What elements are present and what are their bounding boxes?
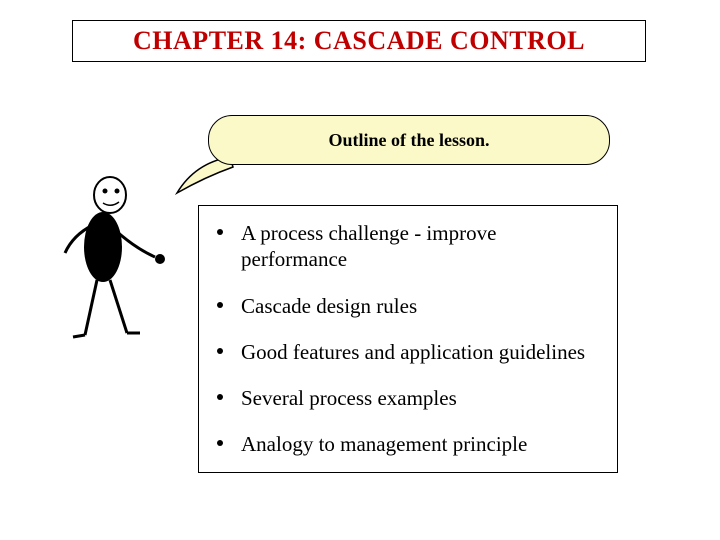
bullets-box: A process challenge - improve performanc… [198,205,618,473]
bullet-text: Several process examples [241,385,457,411]
bullet-item: Good features and application guidelines [211,339,605,365]
title-text: CHAPTER 14: CASCADE CONTROL [133,26,585,56]
title-box: CHAPTER 14: CASCADE CONTROL [72,20,646,62]
bullet-text: A process challenge - improve performanc… [241,220,605,273]
bullet-text: Cascade design rules [241,293,417,319]
bullet-item: A process challenge - improve performanc… [211,220,605,273]
bullet-dot-icon [217,348,223,354]
bullet-dot-icon [217,229,223,235]
bullet-item: Cascade design rules [211,293,605,319]
bullet-text: Good features and application guidelines [241,339,585,365]
outline-callout: Outline of the lesson. [208,115,610,165]
bullet-dot-icon [217,440,223,446]
outline-callout-text: Outline of the lesson. [328,130,489,151]
bullet-dot-icon [217,302,223,308]
stick-figure-icon [55,175,175,345]
bullet-dot-icon [217,394,223,400]
bullet-item: Several process examples [211,385,605,411]
bullet-text: Analogy to management principle [241,431,527,457]
bullet-item: Analogy to management principle [211,431,605,457]
